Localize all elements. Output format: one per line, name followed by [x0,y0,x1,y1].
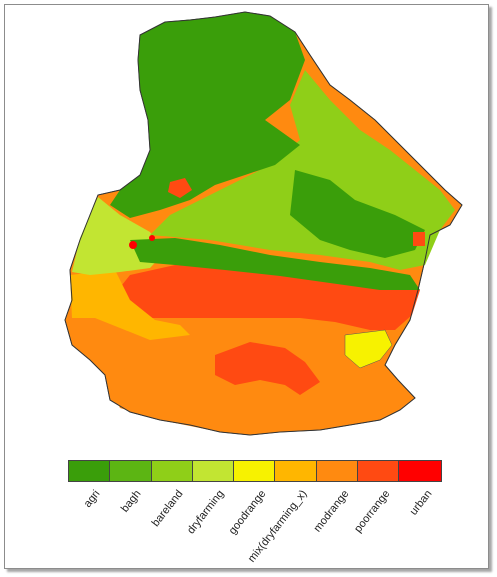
legend-labels: agri bagh bareland dryfarming goodrange mix(d… [68,488,442,568]
legend-swatch-urban [399,461,441,481]
region-agri-east [290,170,425,258]
region-modrange-south [105,345,410,433]
region-poorrange-nw [168,178,192,198]
legend-label: poorrange [352,488,393,535]
region-urban-3 [413,232,425,246]
region-agri [110,12,305,218]
legend-swatch-modrange [316,461,358,481]
legend-label: modrange [311,488,352,535]
legend-bar [68,460,442,482]
legend-swatch-poorrange [357,461,400,481]
map-outline [64,11,463,436]
region-agri-band [130,238,420,290]
legend-label: agri [81,488,103,510]
legend-swatch-goodrange [234,461,276,481]
legend-swatch-bagh [110,461,152,481]
region-urban-1 [129,241,137,249]
legend-label: bagh [119,488,144,515]
region-urban-2 [149,235,155,241]
legend-label: goodrange [226,488,269,537]
region-poorrange-south [215,342,320,395]
legend-swatch-bareland [151,461,193,481]
legend-label: dryfarming [185,488,227,537]
legend-swatch-agri [69,461,111,481]
region-goodrange [344,329,393,369]
legend-swatch-mix-dryfarming-x- [275,461,317,481]
legend-label: bareland [149,488,186,530]
region-mix [70,270,190,340]
legend-label: urban [407,488,435,518]
legend-swatch-dryfarming [192,461,235,481]
